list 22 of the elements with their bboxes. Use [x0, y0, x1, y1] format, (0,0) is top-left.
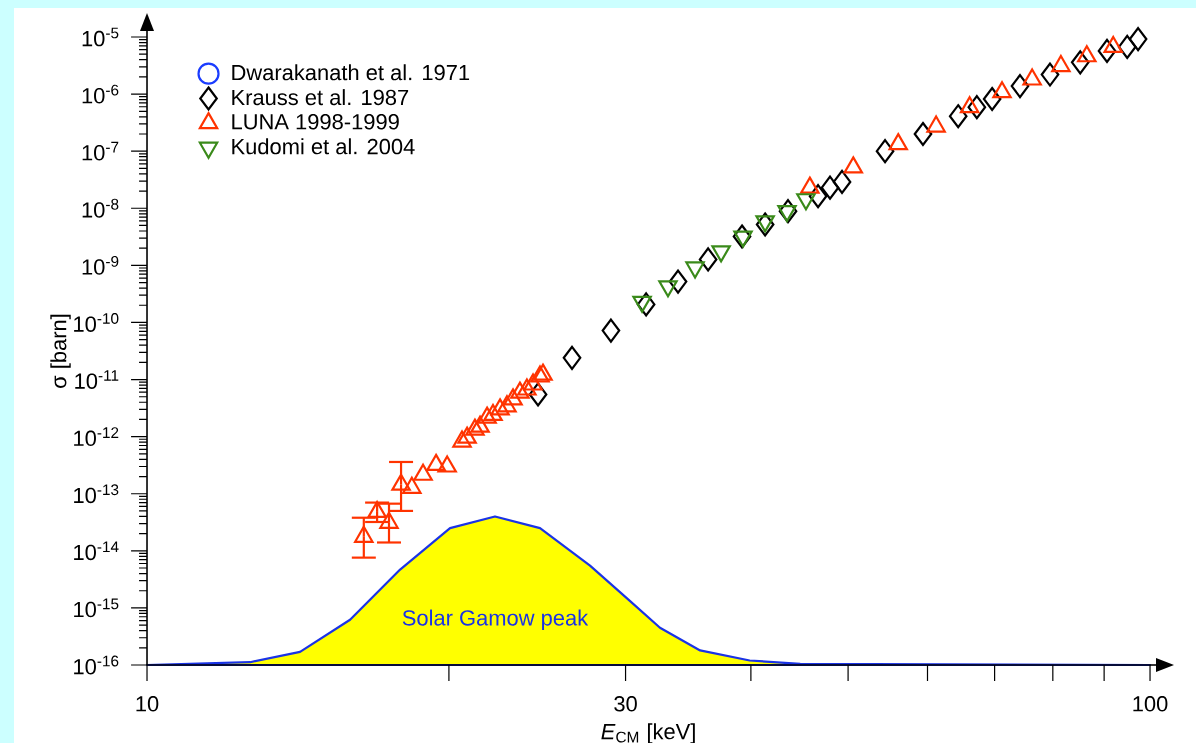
series-label: Solar Gamow peak: [402, 609, 589, 630]
y-tick-label: 10$^{-8}$: [82, 198, 119, 218]
legend-label: Kudomi et al. 2004: [232, 138, 415, 155]
y-tick-label: 10$^{-6}$: [82, 84, 119, 104]
x-tick-label: 10: [136, 696, 159, 712]
y-tick-label: 10$^{-9}$: [82, 255, 119, 275]
y-tick-label: 10$^{-7}$: [82, 141, 119, 161]
x-tick-label: 30: [614, 696, 637, 712]
y-tick-label: 10$^{-10}$: [74, 313, 119, 332]
y-tick-label: 10$^{-16}$: [74, 655, 119, 675]
y-tick-label: 10$^{-12}$: [74, 427, 119, 447]
x-tick-label: 100: [1133, 696, 1168, 712]
y-tick-label: 10$^{-15}$: [74, 598, 119, 618]
legend-label: Dwarakanath et al. 1971: [232, 64, 470, 81]
y-tick-label: 10$^{-14}$: [74, 541, 119, 561]
y-tick-label: 10$^{-13}$: [74, 484, 119, 504]
y-tick-label: 10$^{-11}$: [75, 370, 119, 389]
legend-label: Krauss et al. 1987: [232, 89, 409, 106]
x-axis-title: E$_{CM}$ [keV]: [601, 723, 695, 743]
legend-label: LUNA 1998-1999: [232, 113, 399, 130]
y-axis-title: σ [barn]: [50, 314, 71, 388]
y-tick-label: 10$^{-5}$: [82, 27, 119, 47]
